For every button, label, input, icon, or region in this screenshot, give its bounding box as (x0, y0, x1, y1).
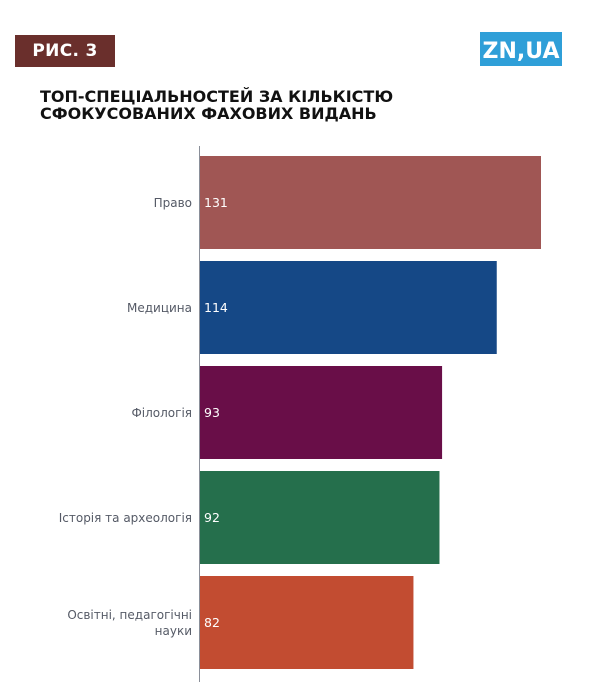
category-label-4-line-1: науки (155, 624, 192, 638)
logo-text: ZN,UA (483, 39, 560, 64)
chart-title-line-2: СФОКУСОВАНИХ ФАХОВИХ ВИДАНЬ (40, 104, 377, 123)
bar-value-label-3: 92 (204, 510, 220, 525)
bar-value-label-4: 82 (204, 615, 220, 630)
logo-background (480, 32, 562, 66)
figure-number-label: РИС. 3 (32, 41, 98, 61)
bar-value-label-0: 131 (204, 195, 228, 210)
zn-ua-logo: ZN,UA (480, 32, 562, 66)
chart-title: ТОП-СПЕЦІАЛЬНОСТЕЙ ЗА КІЛЬКІСТЮ СФОКУСОВ… (40, 88, 560, 122)
bar-value-label-2: 93 (204, 405, 220, 420)
bar-value-label-1: 114 (204, 300, 228, 315)
chart-title-line-1: ТОП-СПЕЦІАЛЬНОСТЕЙ ЗА КІЛЬКІСТЮ (40, 87, 394, 106)
bar-1 (200, 261, 497, 354)
category-label-0: Право (154, 196, 192, 210)
bar-2 (200, 366, 443, 459)
bar-4 (200, 576, 414, 669)
figure-number-badge: РИС. 3 (15, 35, 115, 67)
bar-3 (200, 471, 440, 564)
category-label-4-line-0: Освітні, педагогічні (67, 608, 192, 622)
category-label-1: Медицина (127, 301, 192, 315)
category-label-3: Історія та археологія (59, 511, 192, 525)
category-label-2: Філологія (131, 406, 192, 420)
zn-ua-logo-icon: ZN,UA (480, 32, 562, 66)
bar-0 (200, 156, 541, 249)
